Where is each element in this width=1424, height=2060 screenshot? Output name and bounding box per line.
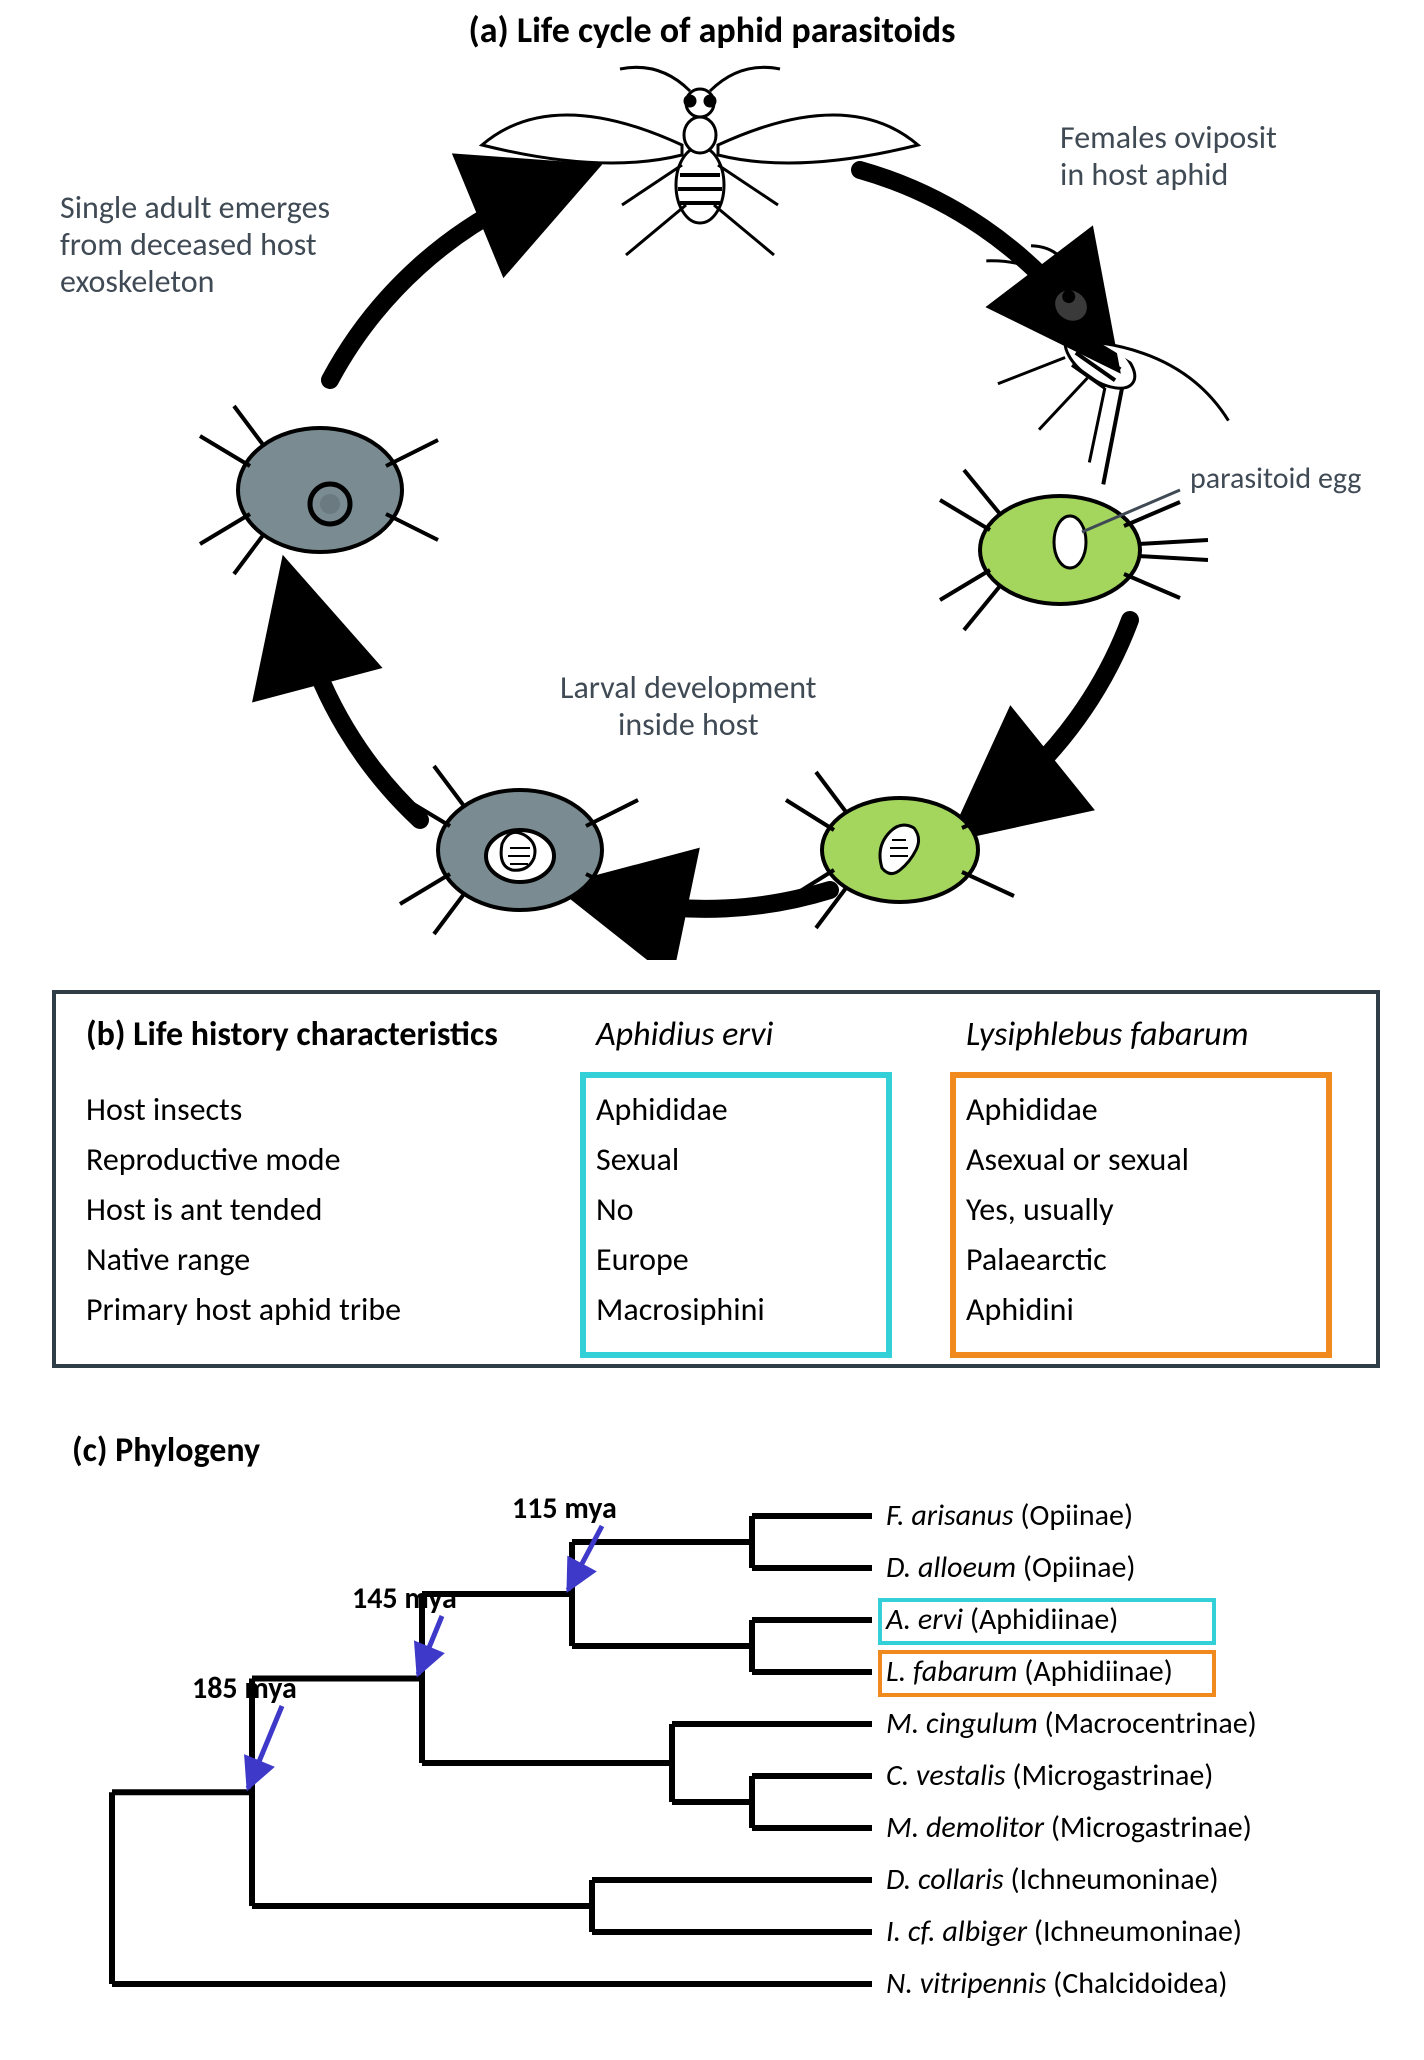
fabarum-value: Aphidini [966, 1290, 1074, 1329]
panel-b: (b) Life history characteristics Aphidiu… [52, 990, 1380, 1368]
characteristic-label: Primary host aphid tribe [86, 1290, 401, 1329]
characteristic-label: Native range [86, 1240, 250, 1279]
divergence-time-label: 185 mya [192, 1670, 297, 1707]
ervi-leaf-highlight [878, 1598, 1216, 1645]
mummy-emergence-icon [200, 406, 438, 574]
green-aphid-larva-icon [786, 772, 1014, 928]
label-parasitoid-egg: parasitoid egg [1190, 462, 1361, 497]
fabarum-value: Palaearctic [966, 1240, 1107, 1279]
panel-c: (c) Phylogeny 185 mya145 mya115 myaF. ar… [52, 1430, 1372, 2050]
wasp-adult-icon [482, 67, 918, 255]
phylogeny-leaf: D. alloeum (Opiinae) [886, 1549, 1136, 1586]
figure-page: (a) Life cycle of aphid parasitoids [0, 0, 1424, 2060]
phylogeny-leaf: D. collaris (Ichneumoninae) [886, 1861, 1219, 1898]
green-aphid-egg-icon [940, 470, 1208, 630]
species-ervi-header: Aphidius ervi [596, 1014, 773, 1055]
characteristic-label: Reproductive mode [86, 1140, 341, 1179]
mummy-larva-icon [400, 766, 638, 934]
fabarum-leaf-highlight [878, 1650, 1216, 1697]
characteristic-label: Host insects [86, 1090, 242, 1129]
label-larval: Larval development inside host [560, 670, 817, 744]
divergence-time-label: 145 mya [352, 1580, 457, 1617]
phylogeny-leaf: M. demolitor (Microgastrinae) [886, 1809, 1252, 1846]
panel-a-title: (a) Life cycle of aphid parasitoids [0, 8, 1424, 52]
ervi-value: Macrosiphini [596, 1290, 765, 1329]
ervi-value: Sexual [596, 1140, 679, 1179]
fabarum-value: Asexual or sexual [966, 1140, 1189, 1179]
ervi-value: Europe [596, 1240, 689, 1279]
panel-a: Females oviposit in host aphid parasitoi… [0, 60, 1424, 960]
characteristic-label: Host is ant tended [86, 1190, 322, 1229]
fabarum-value: Aphididae [966, 1090, 1098, 1129]
phylogeny-leaf: M. cingulum (Macrocentrinae) [886, 1705, 1257, 1742]
phylogeny-leaf: N. vitripennis (Chalcidoidea) [886, 1965, 1227, 2002]
phylogeny-leaf: C. vestalis (Microgastrinae) [886, 1757, 1213, 1794]
species-fabarum-header: Lysiphlebus fabarum [966, 1014, 1249, 1055]
divergence-time-label: 115 mya [512, 1490, 617, 1527]
panel-b-title: (b) Life history characteristics [86, 1014, 498, 1055]
phylogeny-leaf: I. cf. albiger (Ichneumoninae) [886, 1913, 1242, 1950]
ervi-value: No [596, 1190, 634, 1229]
fabarum-value: Yes, usually [966, 1190, 1114, 1229]
label-emerge: Single adult emerges from deceased host … [60, 190, 330, 300]
label-oviposit: Females oviposit in host aphid [1060, 120, 1277, 194]
phylogeny-leaf: F. arisanus (Opiinae) [886, 1497, 1133, 1534]
ervi-value: Aphididae [596, 1090, 728, 1129]
